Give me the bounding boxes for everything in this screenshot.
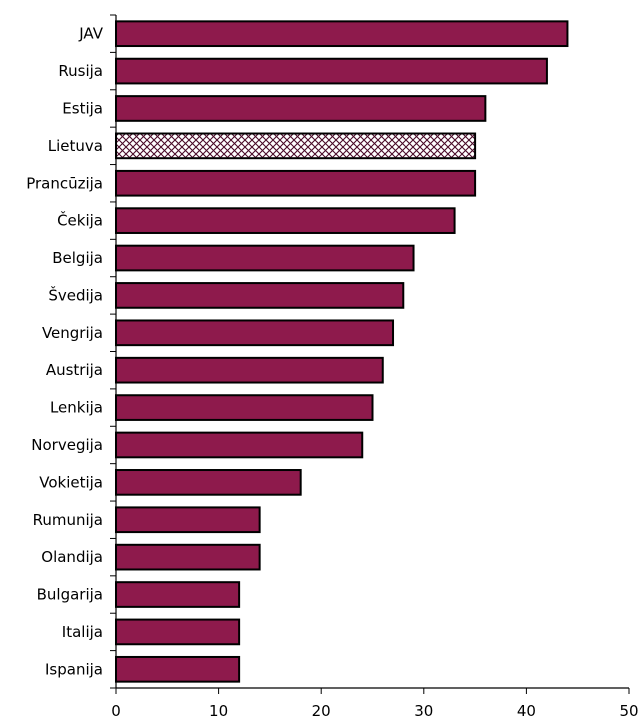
- bar-estija: [115, 95, 487, 122]
- category-label: Rusija: [58, 62, 103, 80]
- bar-olandija: [115, 543, 261, 571]
- category-label: Italija: [62, 623, 103, 641]
- category-label: Lietuva: [48, 137, 103, 155]
- bar-rumunija: [115, 506, 261, 534]
- bar-čekija: [115, 207, 456, 234]
- category-label: Austrija: [46, 361, 103, 379]
- category-label: Olandija: [41, 548, 103, 566]
- category-label: JAV: [78, 25, 103, 43]
- bar-švedija: [115, 282, 405, 309]
- category-label: Belgija: [52, 249, 103, 267]
- bar-ispanija: [115, 655, 241, 683]
- x-tick-label: 0: [111, 702, 121, 720]
- category-label: Bulgarija: [37, 586, 103, 604]
- bar-jav: [115, 20, 569, 48]
- x-tick-label: 20: [312, 702, 331, 720]
- bar-norvegija: [115, 431, 364, 459]
- bar-rusija: [115, 57, 548, 85]
- bar-lietuva: [115, 132, 477, 160]
- bar-bulgarija: [115, 581, 241, 608]
- category-label: Ispanija: [45, 660, 103, 678]
- category-label: Vengrija: [42, 324, 103, 342]
- x-tick-label: 40: [517, 702, 536, 720]
- category-label: Estija: [62, 99, 103, 117]
- y-axis: [110, 14, 117, 689]
- category-labels: JAV Rusija Estija Lietuva Prancūzija Čekija Be…: [26, 25, 104, 679]
- category-label: Čekija: [57, 211, 103, 230]
- bar-vokietija: [115, 469, 302, 496]
- x-tick-label: 10: [209, 702, 228, 720]
- bar-vengrija: [115, 319, 395, 347]
- x-tick-label: 50: [619, 702, 638, 720]
- bars-group: [115, 20, 569, 683]
- x-axis: 0 10 20 30 40 50: [111, 687, 639, 720]
- category-label: Rumunija: [33, 511, 103, 529]
- bar-belgija: [115, 244, 415, 272]
- bar-prancūzija: [115, 169, 477, 197]
- category-label: Vokietija: [39, 473, 103, 491]
- x-tick-label: 30: [414, 702, 433, 720]
- category-label: Norvegija: [31, 436, 103, 454]
- bar-lenkija: [115, 394, 374, 421]
- bar-italija: [115, 618, 241, 646]
- category-label: Švedija: [48, 285, 103, 304]
- category-label: Lenkija: [50, 399, 103, 417]
- category-label: Prancūzija: [26, 174, 103, 192]
- bar-austrija: [115, 356, 384, 384]
